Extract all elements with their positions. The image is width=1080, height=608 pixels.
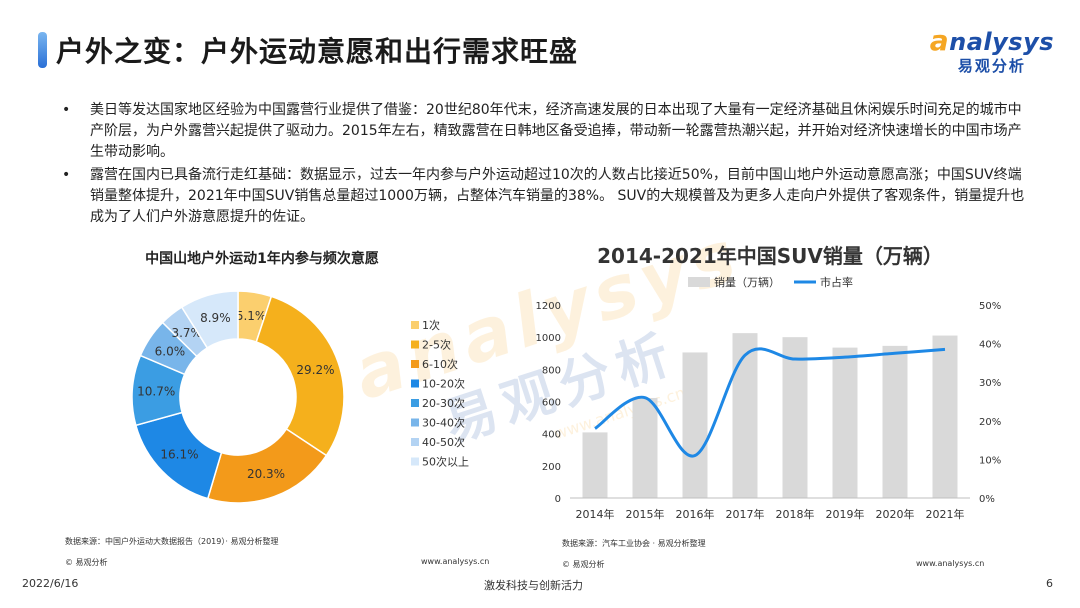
legend-swatch (411, 457, 419, 466)
legend-label: 1次 (422, 318, 440, 332)
bar (832, 347, 858, 498)
bar (682, 352, 708, 498)
footer-date: 2022/6/16 (22, 577, 79, 590)
donut-value-label: 5.1% (236, 309, 267, 323)
legend-swatch (411, 340, 419, 349)
logo-chinese-name: 易观分析 (957, 57, 1026, 75)
source-left: 数据来源：中国户外运动大数据报告（2019）· 易观分析整理 (65, 537, 279, 546)
x-tick-label: 2015年 (626, 507, 665, 521)
market-share-line (594, 347, 946, 458)
legend-label: 50次以上 (422, 455, 469, 469)
x-tick-label: 2021年 (926, 507, 965, 521)
x-tick-label: 2020年 (876, 507, 915, 521)
donut-value-label: 16.1% (160, 447, 198, 461)
copyright-left: © 易观分析 (65, 558, 108, 567)
x-tick-label: 2016年 (676, 507, 715, 521)
legend-swatch (411, 418, 419, 427)
y-tick-label: 800 (542, 365, 561, 376)
donut-slice (180, 290, 239, 349)
legend-label: 20-30次 (422, 396, 465, 410)
bullet-item: • 露营在国内已具备流行走红基础：数据显示，过去一年内参与户外运动超过10次的人… (62, 165, 1032, 228)
legend-label-line: 市占率 (820, 275, 853, 289)
page-title: 户外之变：户外运动意愿和出行需求旺盛 (56, 35, 579, 68)
bar (932, 335, 958, 498)
logo-wordmark: analysys (929, 24, 1054, 57)
legend-label: 10-20次 (422, 377, 465, 391)
bar (732, 333, 758, 498)
footer-slogan: 激发科技与创新活力 (484, 579, 583, 592)
bar-chart-title: 2014-2021年中国SUV销量（万辆） (597, 244, 943, 268)
y2-tick-label: 50% (979, 301, 1001, 312)
bullet-dot: • (62, 167, 71, 183)
bar (582, 432, 608, 498)
y-tick-label: 0 (555, 494, 561, 505)
legend-swatch (411, 438, 419, 446)
legend-label: 30-40次 (422, 416, 465, 430)
bar (782, 337, 808, 498)
y-tick-label: 200 (542, 462, 561, 473)
page-number: 6 (1046, 577, 1053, 590)
donut-slice (255, 295, 345, 457)
bar (882, 345, 908, 498)
url-left: www.analysys.cn (421, 557, 490, 566)
y2-tick-label: 20% (979, 417, 1001, 428)
donut-value-label: 6.0% (155, 344, 186, 358)
legend-swatch (411, 360, 419, 368)
bullet-text: 美日等发达国家地区经验为中国露营行业提供了借鉴：20世纪80年代末，经济高速发展… (90, 102, 1022, 160)
donut-value-label: 8.9% (200, 311, 231, 325)
title-accent-bar (38, 32, 47, 68)
bar (632, 397, 658, 498)
legend-label: 2-5次 (422, 338, 451, 352)
x-tick-label: 2018年 (776, 507, 815, 521)
bullet-dot: • (62, 102, 71, 118)
legend-swatch (411, 379, 419, 388)
x-tick-label: 2019年 (826, 507, 865, 521)
y-tick-label: 1000 (536, 333, 561, 344)
legend-swatch (411, 321, 419, 329)
donut-value-label: 10.7% (137, 385, 175, 399)
donut-value-label: 29.2% (296, 363, 334, 377)
analysys-logo: analysys 易观分析 (930, 24, 1054, 76)
legend-label: 6-10次 (422, 357, 458, 371)
donut-value-label: 3.7% (171, 326, 202, 340)
y2-tick-label: 30% (979, 378, 1001, 389)
url-right: www.analysys.cn (916, 559, 985, 568)
donut-value-label: 20.3% (247, 467, 285, 481)
legend-label-bar: 销量（万辆） (714, 275, 780, 289)
x-tick-label: 2014年 (576, 507, 615, 521)
suv-sales-chart: 0 200 400 600 800 1000 1200 0% 10% 20% 30% 40% 50% 20… (536, 275, 1002, 521)
legend-swatch (411, 399, 419, 407)
bullet-item: • 美日等发达国家地区经验为中国露营行业提供了借鉴：20世纪80年代末，经济高速… (62, 100, 1032, 163)
legend-swatch-bar (688, 277, 710, 287)
y2-tick-label: 10% (979, 455, 1001, 466)
y2-tick-label: 40% (979, 340, 1001, 351)
donut-chart: 5.1% 29.2% 20.3% 16.1% 10.7% 6.0% 3.7%8.9% 1次 2-… (131, 290, 469, 504)
copyright-right: © 易观分析 (562, 560, 605, 569)
y2-tick-label: 0% (979, 494, 995, 505)
y-tick-label: 1200 (536, 301, 561, 312)
bullet-text: 露营在国内已具备流行走红基础：数据显示，过去一年内参与户外运动超过10次的人数占… (90, 167, 1025, 225)
donut-chart-title: 中国山地户外运动1年内参与频次意愿 (145, 251, 379, 267)
legend-label: 40-50次 (422, 435, 465, 449)
x-tick-label: 2017年 (726, 507, 765, 521)
bullet-list: • 美日等发达国家地区经验为中国露营行业提供了借鉴：20世纪80年代末，经济高速… (62, 100, 1032, 230)
y-tick-label: 400 (542, 430, 561, 441)
y-tick-label: 600 (542, 398, 561, 409)
source-right: 数据来源：汽车工业协会 · 易观分析整理 (562, 539, 706, 548)
